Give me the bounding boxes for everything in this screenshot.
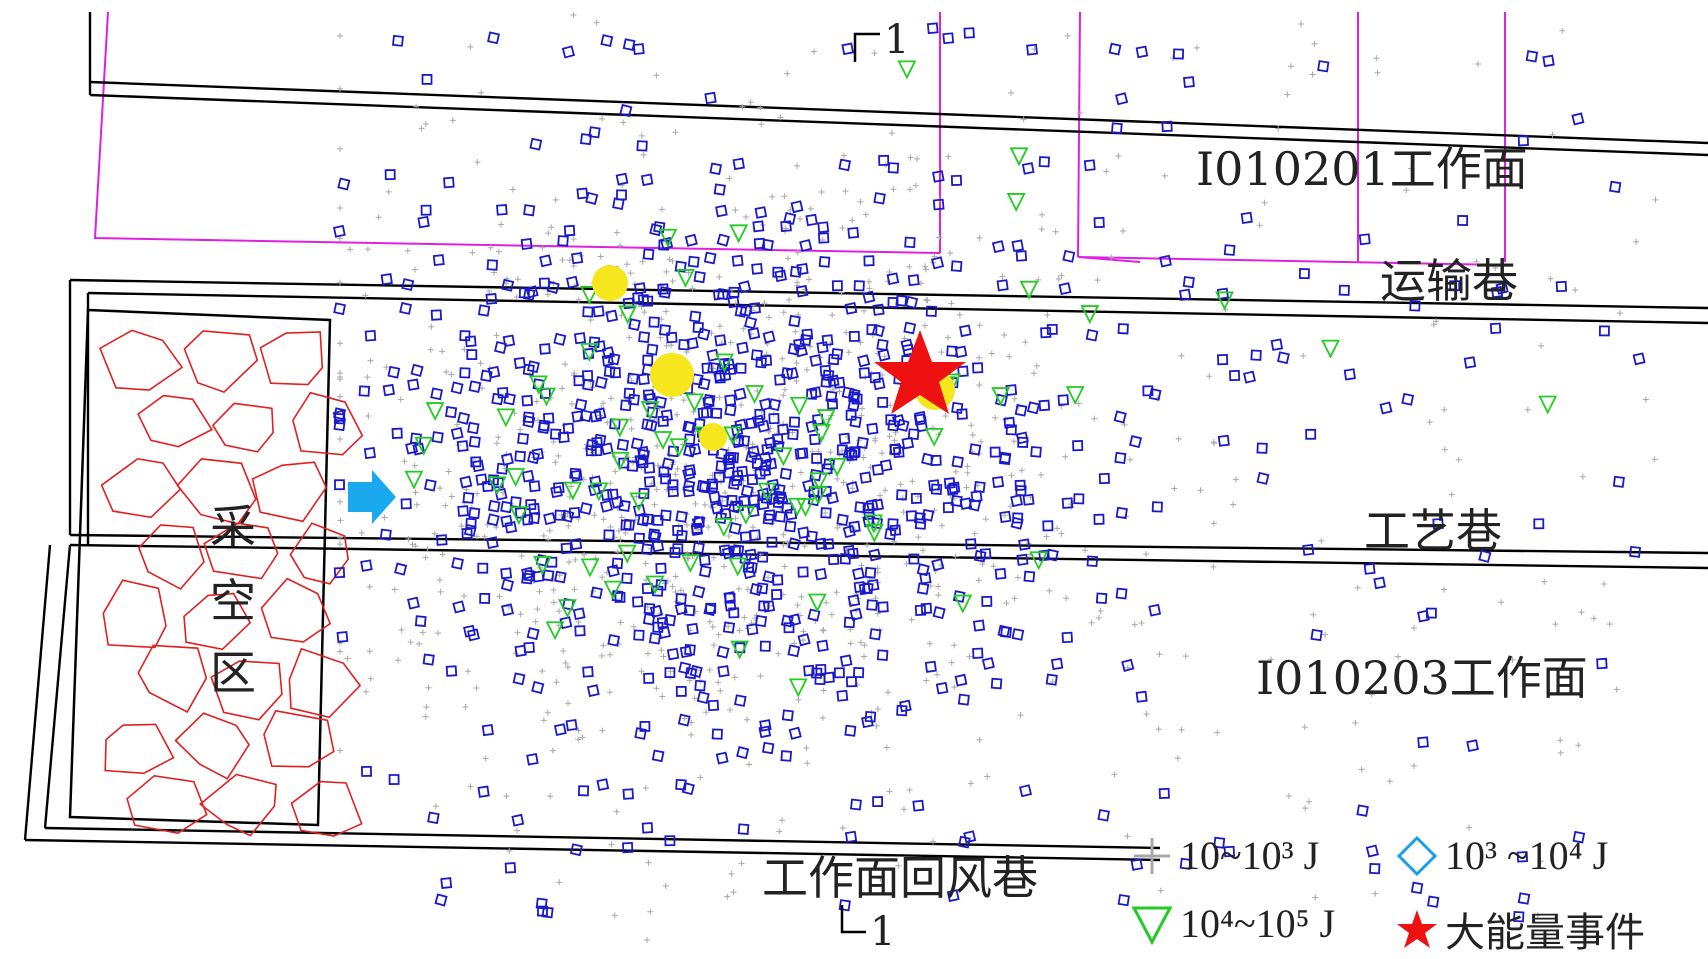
process-road-label: 工艺巷 — [1364, 504, 1502, 558]
legend-star-icon — [1397, 910, 1437, 948]
diamond-icon — [1396, 835, 1438, 876]
section-label-top: 1 — [884, 17, 910, 63]
medium-energy-events — [332, 22, 1646, 923]
triangle-icon — [1131, 906, 1173, 945]
legend-item-star: 大能量事件 — [1395, 900, 1645, 958]
goaf-label-char-1: 采 — [210, 500, 256, 554]
face-label-i010201: I010201工作面 — [1196, 142, 1528, 196]
return-air-road-label: 工作面回风巷 — [762, 851, 1038, 905]
section-label-bottom: 1 — [870, 909, 896, 955]
legend-label-diamond: 10³ ~10⁴ J — [1445, 833, 1609, 878]
legend-label-star: 大能量事件 — [1445, 910, 1645, 955]
cross-icon — [1134, 837, 1170, 874]
legend-item-diamond: 10³ ~10⁴ J — [1395, 832, 1608, 879]
arrow-right-icon — [348, 470, 396, 524]
haulage-road-label: 运输巷 — [1380, 254, 1518, 308]
legend-label-cross: 10~10³ J — [1180, 833, 1320, 878]
yellow-markers — [592, 265, 955, 451]
goaf-label-char-3: 区 — [210, 646, 256, 700]
face-label-i010203: I010203工作面 — [1256, 651, 1588, 705]
legend-item-triangle: 10⁴~10⁵ J — [1130, 900, 1335, 947]
legend-item-cross: 10~10³ J — [1130, 832, 1319, 879]
goaf-label-char-2: 空 — [210, 574, 256, 628]
star-icon — [874, 330, 966, 414]
legend-label-triangle: 10⁴~10⁵ J — [1180, 901, 1336, 946]
roadway-lines — [23, 12, 1708, 862]
goaf-area — [68, 308, 364, 837]
section-line-marks — [840, 32, 880, 934]
